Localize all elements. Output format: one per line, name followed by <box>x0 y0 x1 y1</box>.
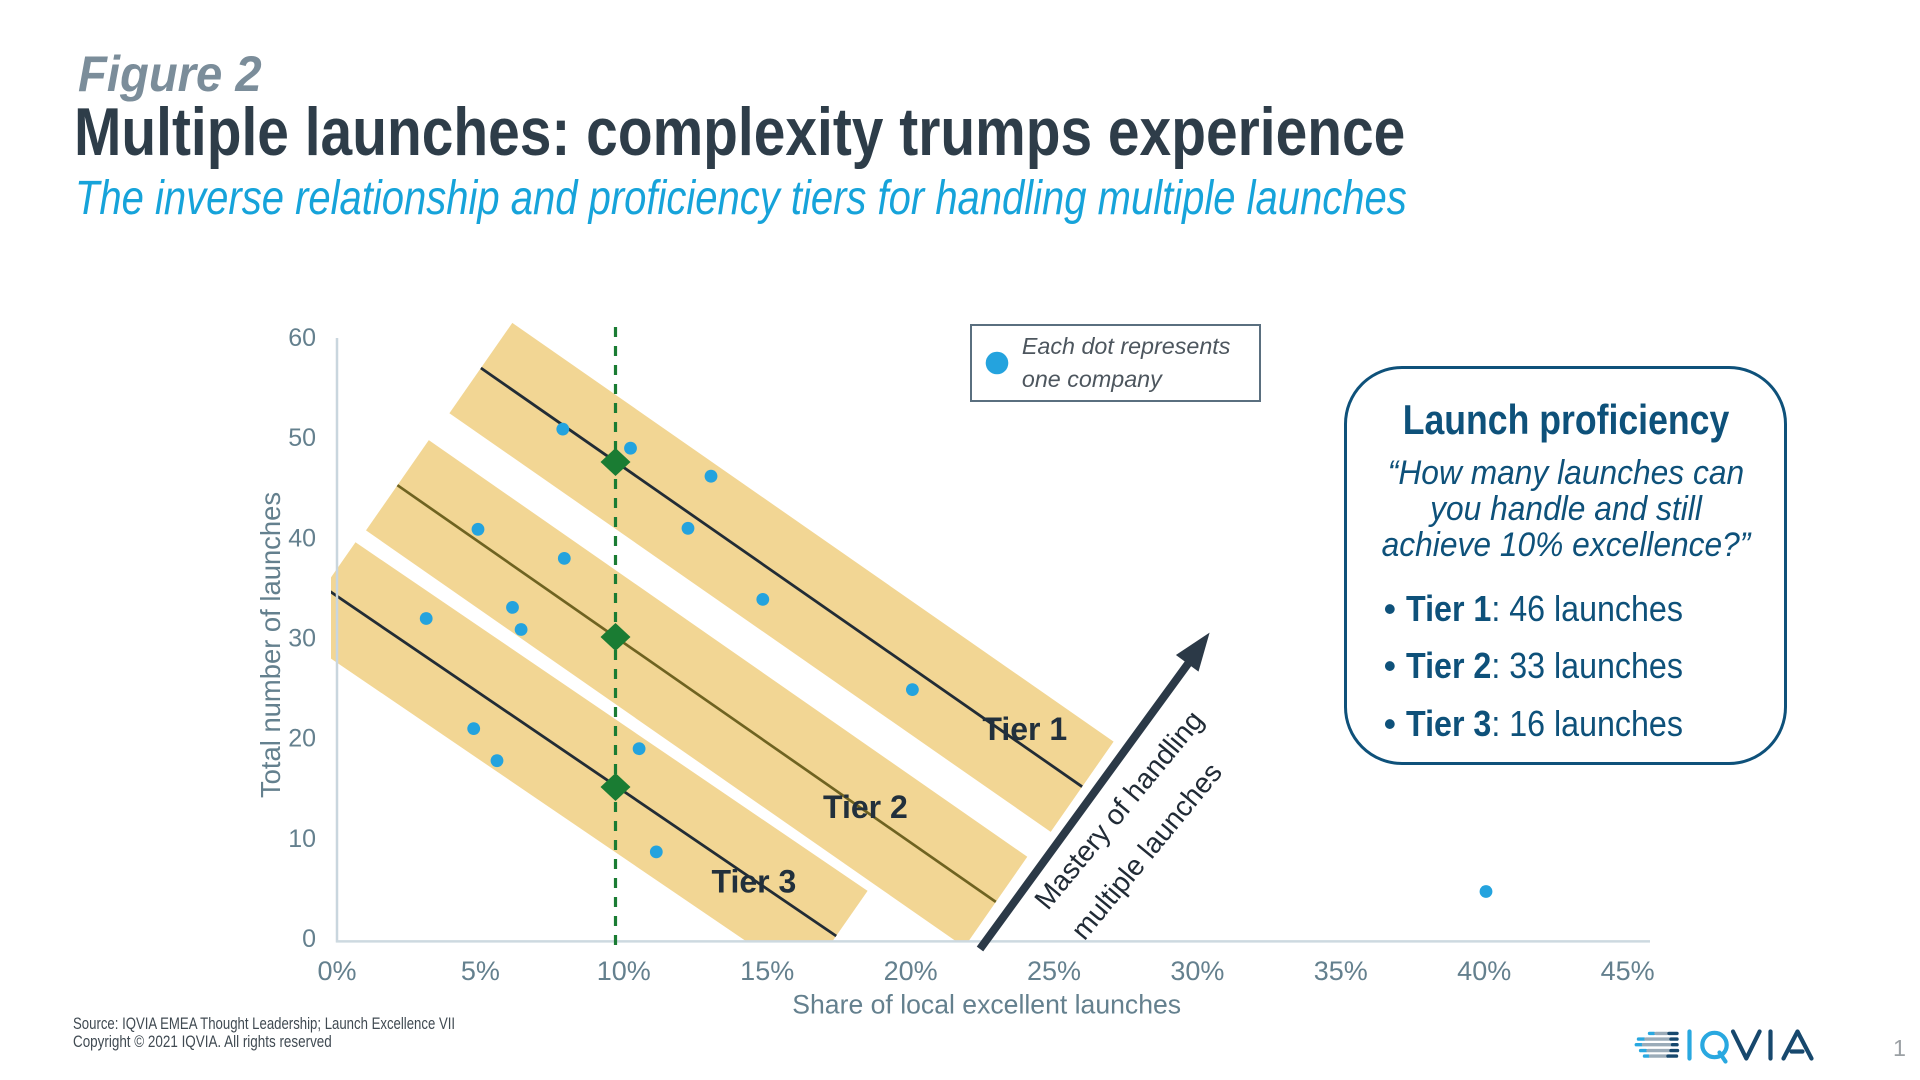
svg-text:15%: 15% <box>740 956 794 986</box>
svg-text:30: 30 <box>288 625 316 653</box>
svg-text:Total number of launches: Total number of launches <box>255 492 286 798</box>
svg-text:20%: 20% <box>884 956 938 986</box>
svg-text:40%: 40% <box>1457 956 1511 986</box>
svg-text:0: 0 <box>302 925 316 953</box>
svg-text:Tier 3: Tier 3 <box>712 864 797 900</box>
svg-text:30%: 30% <box>1170 956 1224 986</box>
svg-text:5%: 5% <box>461 956 500 986</box>
svg-text:45%: 45% <box>1601 956 1655 986</box>
svg-text:25%: 25% <box>1027 956 1081 986</box>
svg-text:60: 60 <box>288 324 316 352</box>
svg-text:10: 10 <box>288 825 316 853</box>
svg-text:35%: 35% <box>1314 956 1368 986</box>
svg-text:Tier 2: Tier 2 <box>823 789 908 825</box>
svg-text:20: 20 <box>288 725 316 753</box>
svg-text:40: 40 <box>288 524 316 552</box>
svg-text:10%: 10% <box>597 956 651 986</box>
svg-text:Share of local excellent launc: Share of local excellent launches <box>792 989 1181 1019</box>
svg-text:0%: 0% <box>317 956 356 986</box>
svg-text:50: 50 <box>288 424 316 452</box>
svg-text:Tier 1: Tier 1 <box>982 711 1067 747</box>
